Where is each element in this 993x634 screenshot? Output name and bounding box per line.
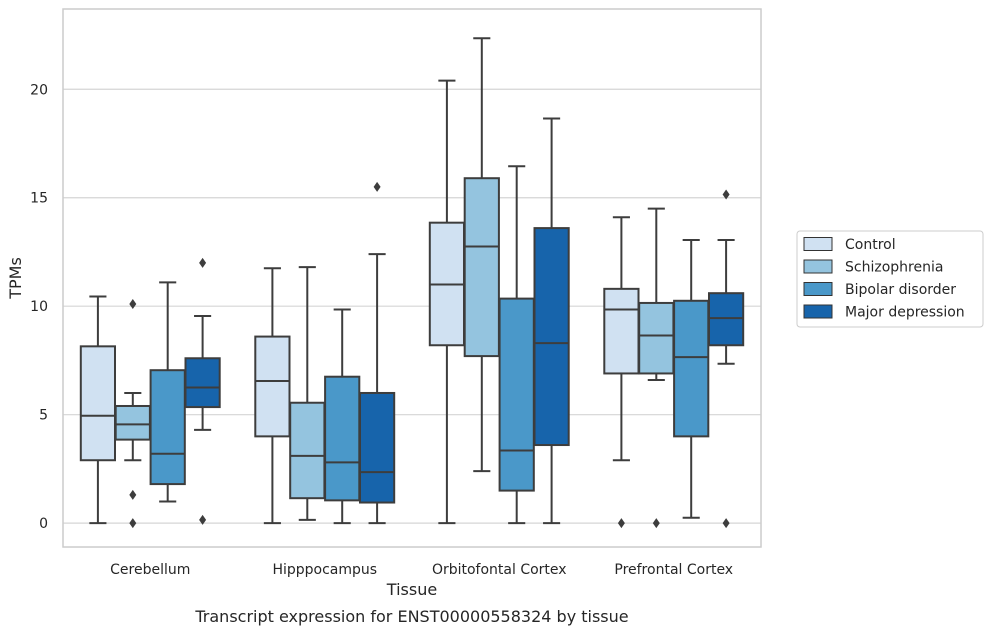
outlier-point bbox=[373, 181, 381, 192]
box-3-0 bbox=[603, 216, 640, 529]
legend-frame bbox=[796, 230, 984, 328]
box-body bbox=[533, 227, 570, 447]
box-3-3 bbox=[707, 189, 745, 529]
box-body bbox=[254, 335, 291, 438]
box-body bbox=[707, 292, 745, 347]
box-body bbox=[79, 345, 117, 462]
outlier-point bbox=[722, 189, 730, 200]
box-3-1 bbox=[638, 207, 675, 529]
outlier-point bbox=[617, 518, 625, 529]
legend-label: Bipolar disorder bbox=[845, 282, 956, 298]
box-3-2 bbox=[673, 239, 710, 519]
y-tick-label: 15 bbox=[30, 191, 48, 207]
chart-title: Transcript expression for ENST0000055832… bbox=[194, 607, 628, 626]
x-axis-label: Tissue bbox=[386, 580, 437, 599]
legend: Control Schizophrenia Bipolar disorder Majo… bbox=[796, 230, 984, 328]
box-0-0 bbox=[79, 295, 117, 525]
box-1-3 bbox=[358, 181, 396, 525]
box-1-0 bbox=[254, 267, 291, 525]
box-body bbox=[498, 297, 535, 492]
outlier-point bbox=[129, 489, 137, 500]
box-body bbox=[638, 301, 675, 375]
y-tick-label: 10 bbox=[30, 299, 48, 315]
box-body bbox=[289, 401, 326, 500]
box-body bbox=[114, 404, 151, 441]
box-1-2 bbox=[324, 308, 361, 525]
legend-swatch bbox=[803, 237, 833, 251]
box-body bbox=[673, 299, 710, 438]
legend-swatch bbox=[803, 282, 833, 296]
box-body bbox=[463, 177, 500, 358]
box-1-1 bbox=[289, 266, 326, 521]
box-body bbox=[324, 375, 361, 502]
box-0-2 bbox=[149, 281, 186, 503]
y-tick-label: 20 bbox=[30, 82, 48, 98]
legend-label: Major depression bbox=[845, 305, 965, 321]
outlier-point bbox=[722, 518, 730, 529]
plot-area-frame bbox=[62, 8, 762, 548]
box-body bbox=[603, 287, 640, 375]
box-body bbox=[149, 369, 186, 486]
outlier-point bbox=[129, 518, 137, 529]
legend-label: Control bbox=[845, 237, 896, 253]
box-body bbox=[358, 391, 396, 504]
x-tick-label: Hipppocampus bbox=[272, 562, 377, 578]
box-2-0 bbox=[428, 79, 466, 525]
x-tick-label: Orbitofontal Cortex bbox=[432, 562, 567, 578]
y-tick-label: 0 bbox=[39, 516, 48, 532]
legend-swatch bbox=[803, 304, 833, 319]
legend-label: Schizophrenia bbox=[845, 260, 943, 276]
box-0-1 bbox=[114, 299, 151, 529]
box-0-3 bbox=[184, 257, 221, 525]
y-axis-label: TPMs bbox=[6, 257, 25, 300]
y-tick-labels: 0 5 10 15 20 bbox=[30, 82, 48, 532]
x-tick-labels: Cerebellum Hipppocampus Orbitofontal Corte… bbox=[110, 562, 733, 578]
x-tick-label: Prefrontal Cortex bbox=[614, 562, 733, 578]
box-body bbox=[184, 357, 221, 409]
boxes bbox=[79, 37, 745, 529]
box-2-1 bbox=[463, 37, 500, 473]
x-tick-label: Cerebellum bbox=[110, 562, 190, 578]
box-2-2 bbox=[498, 165, 535, 525]
box-2-3 bbox=[533, 117, 570, 525]
legend-swatch bbox=[803, 259, 833, 274]
outlier-point bbox=[129, 299, 137, 310]
y-tick-label: 5 bbox=[39, 408, 48, 424]
outlier-point bbox=[652, 518, 660, 529]
outlier-point bbox=[199, 514, 207, 525]
outlier-point bbox=[199, 257, 207, 268]
